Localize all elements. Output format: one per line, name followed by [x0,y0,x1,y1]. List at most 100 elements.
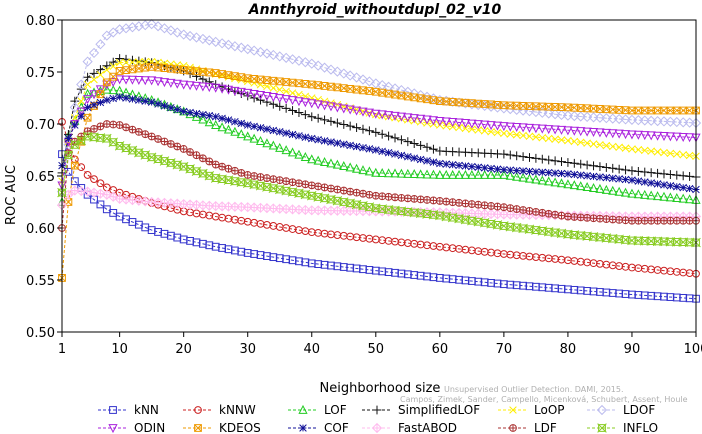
data-point [115,93,124,101]
data-point [505,122,515,132]
data-point [300,151,310,161]
data-point [77,112,85,120]
data-point [461,124,470,133]
data-point [473,169,483,179]
data-point [556,109,567,121]
data-point [333,139,342,147]
data-point [588,128,599,137]
data-point [307,154,317,164]
data-point [659,132,669,142]
data-point [397,194,406,202]
data-point [256,95,265,105]
data-point [652,131,663,141]
data-point [570,170,579,179]
data-point [282,87,290,96]
data-point [620,130,631,140]
data-point [678,117,689,128]
data-point [339,84,348,93]
data-point [371,167,381,177]
data-point [70,120,80,130]
data-point [192,109,201,118]
data-point [474,200,483,209]
data-point [562,110,574,121]
data-point [460,119,471,129]
data-point [275,176,284,184]
data-point [416,141,426,150]
data-point [672,216,681,225]
data-point [122,215,130,224]
data-point [358,107,368,117]
data-point [556,125,567,135]
data-point [333,185,342,194]
data-point [211,119,221,129]
data-point [287,147,298,157]
data-point [550,109,561,120]
data-point [557,136,566,144]
data-point [461,162,470,170]
data-point [512,123,522,133]
data-point [83,103,92,112]
data-point [275,77,284,86]
data-point [109,62,117,71]
data-point [109,94,117,103]
legend-item-cof: COF [288,421,349,434]
x-tick-label: 20 [175,342,192,357]
data-point [512,166,521,175]
data-point [352,188,361,197]
data-point [231,166,239,175]
data-point [152,21,164,32]
data-point [633,115,644,126]
data-point [166,140,175,148]
data-point [525,167,534,176]
data-point [293,55,305,66]
data-point [608,142,617,151]
data-point [660,106,668,115]
data-point [660,216,668,225]
data-point [88,47,100,59]
data-point [595,162,605,172]
legend-item-ldf: LDF [498,421,557,434]
data-point [96,65,105,74]
data-point [300,57,311,68]
data-point [351,72,362,83]
data-point [653,216,662,225]
data-point [268,93,278,103]
data-point [357,74,369,85]
data-point [486,121,496,131]
series-inflo [57,131,701,248]
data-point [223,39,234,50]
data-point [281,95,291,105]
data-point [556,178,567,188]
data-point [601,113,612,124]
data-point [197,33,208,45]
data-point [115,54,125,63]
data-point [595,128,605,138]
legend-item-simplifiedlof: SimplifiedLOF [362,403,480,417]
data-point [544,134,553,143]
data-point [448,118,458,128]
data-point [576,159,586,169]
data-point [518,123,528,133]
y-tick-label: 0.65 [26,170,55,185]
data-point [409,169,419,179]
data-point [275,85,284,94]
data-point [391,193,399,202]
data-point [294,149,304,159]
data-point [218,114,226,123]
x-tick-label: 70 [496,342,513,357]
data-point [653,148,662,156]
data-point [242,44,253,55]
data-point [659,191,669,201]
data-point [326,117,336,126]
x-tick-label: 80 [560,342,577,357]
data-point [82,56,93,67]
data-point [345,121,355,131]
legend-label: KDEOS [219,421,261,434]
data-point [128,65,137,74]
data-point [359,143,367,152]
data-point [608,215,617,224]
data-point [429,196,438,205]
x-tick-label: 100 [684,342,702,357]
data-point [499,149,509,159]
data-point [531,124,541,134]
